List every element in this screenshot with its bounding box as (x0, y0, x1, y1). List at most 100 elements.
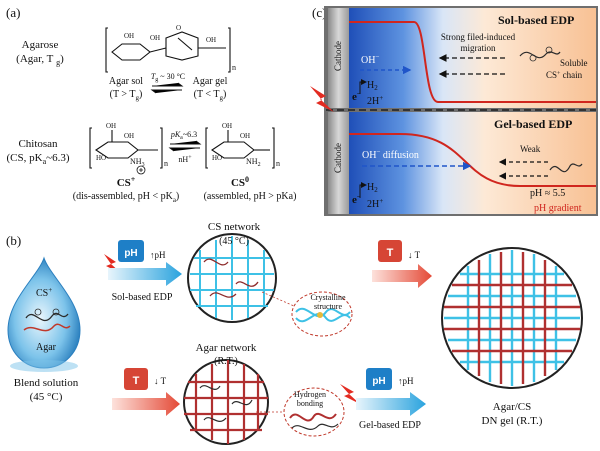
cs-zero-desc: (assembled, pH > pKa) (204, 191, 297, 202)
hydrogen-chain-2 (291, 423, 339, 430)
cs-plus-desc: (dis-assembled, pH < pKa) (73, 191, 180, 204)
crystalline-pointer (261, 291, 295, 307)
cs-zero-label: CS0 (231, 175, 249, 189)
gel-based-edp-label: Gel-based EDP (359, 420, 421, 431)
cs-network-title: CS network (208, 221, 261, 233)
crystalline-label-2: structure (314, 302, 342, 311)
cszero-oh-2: OH (240, 132, 250, 140)
dn-gel-subtitle: DN gel (R.T.) (482, 415, 543, 427)
blend-solution-temp: (45 °C) (30, 391, 63, 403)
oh-minus-top: OH− (361, 53, 379, 66)
agarose-abbr: (Agar, T g) (16, 53, 64, 67)
cszero-oh-1: OH (222, 122, 232, 130)
ph-up-top: ↑pH (150, 250, 166, 260)
strong-migration-2: migration (461, 43, 496, 53)
weak-label: Weak (520, 144, 541, 154)
agar-network-cs-coils (199, 385, 253, 422)
agarose-name: Agarose (22, 39, 59, 51)
soluble-label-1: Soluble (560, 58, 588, 68)
t-down-top: ↓ T (408, 250, 421, 260)
dn-gel-cs-grid (444, 250, 580, 386)
agar-gel-cond: (T < Tg) (194, 89, 227, 102)
plus-sign-icon (139, 168, 143, 172)
cathode-label-top: Cathode (333, 41, 343, 71)
droplet-cs-plus: CS+ (36, 286, 52, 299)
ph-value-label: pH ≈ 5.5 (530, 188, 565, 199)
t-badge-bottom (124, 368, 148, 390)
sol-edp-arrow (108, 262, 182, 286)
agar-sol-cond: (T > Tg) (110, 89, 143, 102)
ph-curve-gel (349, 133, 596, 187)
agar-sol-label: Agar sol (109, 76, 143, 87)
csplus-oh-1: OH (106, 122, 116, 130)
gel-based-title: Gel-based EDP (494, 117, 572, 131)
ph-up-bottom: ↑pH (398, 376, 414, 386)
electron-top: e− (352, 90, 361, 103)
droplet-agar-chain (23, 323, 71, 332)
droplet-charge-2 (52, 308, 60, 316)
hydrogen-label-1: Hydrogen (294, 390, 326, 399)
cs-plus-label: CS+ (117, 175, 136, 189)
nh-plus: nH+ (178, 155, 192, 164)
ph-badge-top-text: pH (124, 248, 137, 259)
ph-badge-bottom (366, 368, 392, 390)
csplus-nh3: NH3 (130, 157, 145, 168)
soluble-chain-icon (519, 51, 561, 59)
h2-bottom: H2 (367, 182, 378, 194)
csplus-ho: HO (96, 154, 106, 162)
droplet-base (10, 360, 78, 372)
chain-charge-2 (545, 46, 553, 54)
t-badge-bottom-text: T (133, 375, 140, 387)
cathode-label-bottom: Cathode (333, 143, 343, 173)
equilibrium-arrows-cs (168, 140, 202, 152)
agarose-structure (105, 27, 231, 73)
agar-network-temp: (R.T.) (214, 356, 238, 367)
h2-path-top (359, 79, 367, 94)
electron-bottom: e− (352, 193, 361, 206)
droplet-agar-label: Agar (36, 342, 57, 353)
crystalline-label-1: Crystalline (310, 293, 346, 302)
cathode-bottom (328, 112, 349, 214)
sol-based-title: Sol-based EDP (498, 13, 574, 27)
pka-equation: pKa~6.3 (170, 130, 197, 141)
sol-based-edp-label: Sol-based EDP (112, 292, 173, 303)
hydrogen-inset (283, 387, 345, 437)
2h-top: 2H+ (367, 94, 383, 107)
cs-zero-structure (205, 127, 275, 169)
cs-network-temp: (45 °C) (219, 236, 249, 247)
agarose-repeat-n: n (232, 63, 236, 72)
ph-gradient-label: pH gradient (534, 203, 582, 214)
lightning-bolt-icon (310, 86, 334, 112)
gel-gradient-region (349, 112, 596, 214)
t-arrow-bottom (112, 392, 180, 416)
hydrogen-chain-1 (289, 413, 337, 422)
t-down-bottom: ↓ T (154, 376, 167, 386)
2h-bottom: 2H+ (367, 197, 383, 210)
agarose-oh-2: OH (150, 34, 160, 42)
lightning-sol-icon (104, 254, 122, 274)
panel-a-label: (a) (6, 5, 20, 20)
chitosan-name: Chitosan (18, 138, 58, 150)
h2-path-bottom (359, 182, 367, 198)
cs-network-agar-coils (203, 258, 259, 298)
hydrogen-label-2: bonding (297, 399, 323, 408)
csplus-oh-2: OH (124, 132, 134, 140)
chain-charge-1 (529, 54, 537, 62)
tg-equation: Tg ~ 30 °C (151, 72, 185, 83)
cszero-ho: HO (212, 154, 222, 162)
csplus-repeat-n: n (164, 159, 168, 168)
agar-network-grid (184, 360, 268, 444)
droplet-cs-chain (25, 312, 69, 322)
panel-b-label: (b) (6, 233, 21, 248)
t-badge-top (378, 240, 402, 262)
panel-b: (b) CS+ Agar Blend solution (45 °C) pH ↑… (6, 221, 583, 445)
cs-plus-structure (89, 127, 163, 169)
ph-badge-bottom-text: pH (372, 376, 385, 387)
blend-solution-title: Blend solution (14, 377, 79, 389)
dn-gel-title: Agar/CS (493, 401, 532, 413)
agarose-oh-1: OH (124, 32, 134, 40)
gel-edp-arrow (356, 392, 426, 416)
soluble-label-2: CS+ chain (546, 70, 583, 80)
t-arrow-top (372, 264, 432, 288)
